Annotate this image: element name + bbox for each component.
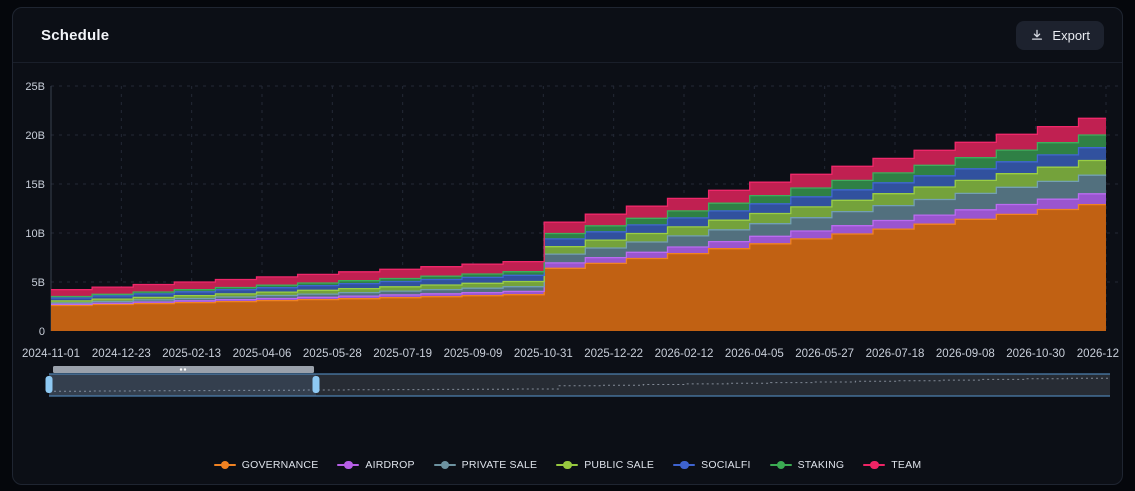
- x-tick-label: 2025-12-22: [584, 348, 643, 360]
- legend-label: GOVERNANCE: [241, 459, 319, 471]
- legend-label: TEAM: [891, 459, 922, 471]
- legend-marker-icon: [863, 460, 886, 470]
- legend-item-airdrop[interactable]: AIRDROP: [337, 459, 414, 471]
- legend-label: AIRDROP: [365, 459, 415, 471]
- area-governance: [51, 204, 1106, 331]
- legend-item-public-sale[interactable]: PUBLIC SALE: [556, 459, 654, 471]
- y-tick-label: 25B: [25, 81, 45, 93]
- area-team: [51, 118, 1106, 297]
- legend-item-private-sale[interactable]: PRIVATE SALE: [433, 459, 538, 471]
- brush-handle-right[interactable]: [312, 376, 320, 393]
- x-tick-label: 2025-09-09: [444, 348, 503, 360]
- vesting-schedule-chart: 0 5B 10B 15B 20B 25B 2024-11-01 2024-12-23 2025-…: [22, 81, 1119, 397]
- x-tick-label: 2026-02-12: [655, 348, 714, 360]
- legend-marker-icon: [556, 460, 579, 470]
- legend-marker-icon: [769, 460, 792, 470]
- y-tick-label: 10B: [25, 228, 45, 240]
- x-tick-label: 2025-05-28: [303, 348, 362, 360]
- x-tick-label: 2025-04-06: [233, 348, 292, 360]
- area-edge-airdrop: [51, 193, 1106, 305]
- x-tick-label: 2024-12-23: [92, 348, 151, 360]
- x-tick-label: 2026-07-18: [866, 348, 925, 360]
- export-button[interactable]: Export: [1016, 20, 1104, 50]
- x-tick-label: 2025-07-19: [373, 348, 432, 360]
- x-tick-label: 2026-04-05: [725, 348, 784, 360]
- legend-item-team[interactable]: TEAM: [863, 459, 921, 471]
- brush-scrollbar[interactable]: [53, 366, 314, 373]
- download-icon: [1030, 28, 1044, 42]
- page-title: Schedule: [41, 26, 110, 44]
- legend-item-staking[interactable]: STAKING: [769, 459, 845, 471]
- legend-marker-icon: [433, 460, 456, 470]
- legend-marker-icon: [337, 460, 360, 470]
- x-tick-label: 2026-10-30: [1006, 348, 1065, 360]
- brush-handle-left[interactable]: [45, 376, 53, 393]
- area-edge-team: [51, 117, 1106, 291]
- chart-legend: GOVERNANCE AIRDROP PRIVATE SALE PUBLIC SALE…: [13, 459, 1122, 471]
- schedule-card: Schedule Export 0 5B 10B 15B 20B 25B 2024-11-0…: [12, 7, 1123, 485]
- area-socialfi: [51, 147, 1106, 301]
- area-edge-staking: [51, 134, 1106, 298]
- stacked-areas: [51, 117, 1106, 331]
- legend-label: SOCIALFI: [701, 459, 751, 471]
- legend-marker-icon: [213, 460, 236, 470]
- timeline-brush[interactable]: [45, 366, 1111, 397]
- y-tick-label: 0: [39, 326, 45, 338]
- y-tick-label: 5B: [32, 277, 45, 289]
- y-tick-label: 20B: [25, 130, 45, 142]
- legend-item-governance[interactable]: GOVERNANCE: [213, 459, 319, 471]
- brush-preview-line: [49, 377, 1111, 392]
- card-header: Schedule Export: [13, 8, 1122, 63]
- legend-label: PUBLIC SALE: [584, 459, 655, 471]
- x-tick-label: 2025-02-13: [162, 348, 221, 360]
- area-private-sale: [51, 175, 1106, 305]
- x-tick-label: 2024-11-01: [22, 348, 80, 360]
- area-staking: [51, 135, 1106, 298]
- legend-marker-icon: [673, 460, 696, 470]
- x-tick-label: 2026-05-27: [795, 348, 854, 360]
- legend-label: PRIVATE SALE: [461, 459, 538, 471]
- brush-scrollbar-grip-dot: [183, 368, 187, 371]
- brush-scrollbar-grip-dot: [179, 368, 183, 371]
- x-tick-label: 2026-09-08: [936, 348, 995, 360]
- area-edge-private-sale: [51, 174, 1106, 304]
- area-public-sale: [51, 160, 1106, 303]
- area-edge-socialfi: [51, 147, 1106, 299]
- legend-item-socialfi[interactable]: SOCIALFI: [673, 459, 750, 471]
- x-tick-label: 2025-10-31: [514, 348, 573, 360]
- brush-selection[interactable]: [49, 374, 316, 396]
- x-tick-label: 2026-12: [1077, 348, 1119, 360]
- export-label: Export: [1052, 27, 1090, 43]
- area-edge-governance: [51, 203, 1106, 307]
- area-edge-public-sale: [51, 159, 1106, 302]
- legend-label: STAKING: [797, 459, 845, 471]
- y-tick-label: 15B: [25, 179, 45, 191]
